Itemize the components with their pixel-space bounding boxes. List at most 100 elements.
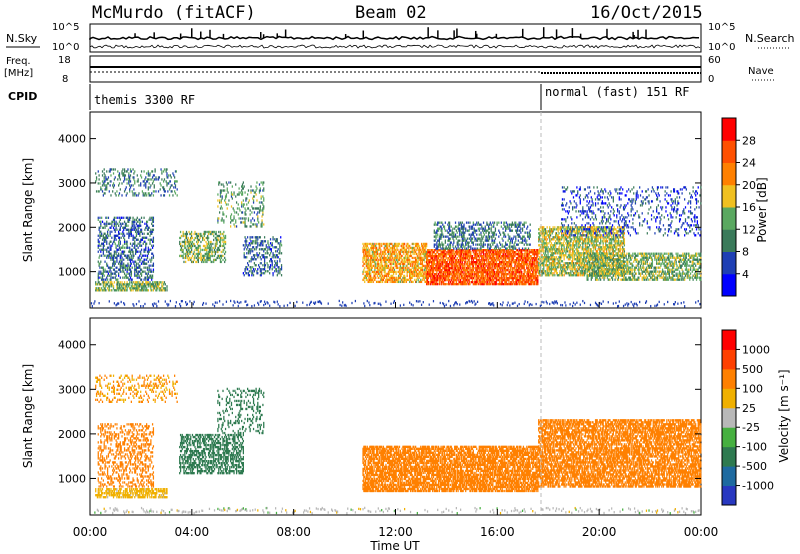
heatmap-cell [280,266,283,269]
heatmap-cell [364,274,366,278]
heatmap-cell [364,242,366,246]
heatmap-cell [125,240,127,243]
heatmap-cell [532,251,534,254]
heatmap-cell [476,259,479,262]
heatmap-cell [377,272,379,276]
heatmap-cell [446,266,448,270]
heatmap-cell [207,232,210,236]
heatmap-cell [262,209,264,212]
heatmap-cell [152,270,155,273]
heatmap-cell [108,242,110,245]
nsearch-label: N.Search [745,32,795,45]
heatmap-cell [483,249,486,252]
heatmap-cell [121,246,123,249]
heatmap-cell [149,174,151,177]
heatmap-cell [490,266,492,270]
heatmap-cell [509,264,511,268]
heatmap-cell [478,278,480,282]
heatmap-cell [369,254,371,258]
heatmap-cell [520,270,522,274]
heatmap-cell [454,278,456,282]
heatmap-cell [438,268,441,272]
heatmap-cell [194,230,196,234]
heatmap-cell [492,282,494,286]
heatmap-cell [207,236,209,240]
heatmap-cell [427,255,429,258]
heatmap-cell [209,232,211,236]
heatmap-cell [536,257,538,260]
heatmap-cell [492,274,494,278]
heatmap-cell [440,262,442,266]
heatmap-cell [494,253,497,256]
heatmap-cell [384,264,386,268]
heatmap-cell [532,261,534,264]
heatmap-cell [134,180,136,183]
heatmap-cell [504,272,507,276]
heatmap-cell [112,258,114,261]
heatmap-cell [401,266,403,270]
heatmap-cell [261,254,263,257]
heatmap-cell [220,201,222,204]
heatmap-cell [534,266,536,270]
heatmap-cell [269,258,272,261]
heatmap-cell [367,268,369,272]
heatmap-cell [521,272,523,276]
heatmap-cell [200,234,202,238]
heatmap-cell [496,270,498,274]
heatmap-cell [464,266,466,270]
heatmap-cell [369,248,371,252]
heatmap-cell [140,230,143,233]
heatmap-cell [257,219,259,222]
heatmap-cell [380,266,382,270]
heatmap-cell [495,282,497,286]
heatmap-cell [506,262,508,266]
heatmap-cell [518,270,520,274]
heatmap-cell [118,174,121,177]
heatmap-cell [455,259,457,262]
freq-unit-label: [MHz] [4,68,33,79]
heatmap-cell [199,246,201,250]
heatmap-cell [415,270,418,274]
heatmap-cell [438,280,441,284]
heatmap-cell [252,246,254,249]
heatmap-cell [159,287,161,290]
heatmap-cell [534,276,536,280]
heatmap-cell [442,253,444,256]
heatmap-cell [242,203,244,206]
heatmap-cell [143,266,145,269]
heatmap-cell [501,272,503,276]
heatmap-cell [416,268,418,272]
heatmap-cell [532,249,535,252]
heatmap-cell [529,270,531,274]
heatmap-cell [104,238,106,241]
heatmap-cell [197,234,200,238]
heatmap-cell [202,236,205,240]
heatmap-cell [219,207,222,210]
heatmap-cell [433,261,435,264]
heatmap-cell [160,194,162,197]
heatmap-cell [465,282,468,286]
heatmap-cell [145,254,147,257]
heatmap-cell [415,244,417,248]
heatmap-cell [111,256,113,259]
heatmap-cell [241,185,243,188]
heatmap-cell [118,287,120,290]
heatmap-cell [493,259,496,262]
heatmap-cell [474,278,476,282]
heatmap-cell [524,274,526,278]
heatmap-cell [489,262,491,266]
heatmap-cell [502,262,504,266]
heatmap-cell [136,230,138,233]
heatmap-cell [462,264,464,268]
heatmap-cell [128,278,130,281]
heatmap-cell [423,270,425,274]
heatmap-cell [455,268,457,272]
heatmap-cell [478,266,480,270]
heatmap-cell [108,250,110,253]
heatmap-cell [427,272,429,276]
heatmap-cell [181,254,183,258]
heatmap-cell [147,283,149,286]
heatmap-cell [100,244,102,247]
heatmap-cell [269,248,271,251]
heatmap-cell [399,262,401,266]
